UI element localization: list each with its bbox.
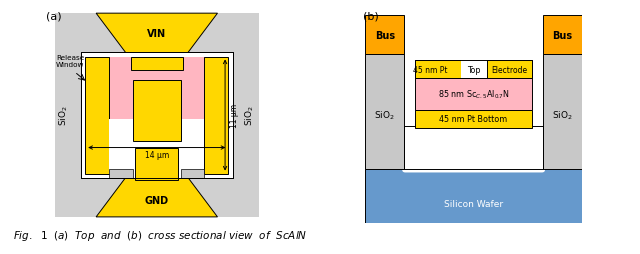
Text: 45 nm Pt: 45 nm Pt [413,65,447,74]
Text: SiO$_2$: SiO$_2$ [552,109,573,122]
Text: Bus: Bus [374,31,395,41]
FancyBboxPatch shape [461,60,486,79]
FancyBboxPatch shape [109,120,205,174]
Text: VIN: VIN [147,28,166,39]
FancyBboxPatch shape [404,126,543,170]
Text: SiO$_2$: SiO$_2$ [374,109,395,122]
Text: 11 μm: 11 μm [230,104,239,128]
Text: 45 nm Pt Bottom: 45 nm Pt Bottom [440,115,508,124]
Text: 14 μm: 14 μm [145,150,169,159]
FancyBboxPatch shape [486,60,532,79]
FancyBboxPatch shape [365,55,404,170]
Text: Bus: Bus [552,31,573,41]
FancyBboxPatch shape [415,110,532,129]
Text: SiO$_2$: SiO$_2$ [244,105,256,126]
FancyBboxPatch shape [55,14,259,217]
Text: Silicon Wafer: Silicon Wafer [444,200,503,209]
Text: (a): (a) [46,12,62,22]
Text: $\it{Fig.}$  $\it{1}$  $\it{(a)}$  $\it{Top}$  $\it{and}$  $\it{(b)}$  $\it{cros: $\it{Fig.}$ $\it{1}$ $\it{(a)}$ $\it{Top… [13,229,307,243]
FancyBboxPatch shape [402,125,545,173]
FancyBboxPatch shape [415,60,461,79]
FancyBboxPatch shape [81,53,233,178]
Text: Electrode: Electrode [492,65,527,74]
Polygon shape [96,174,218,217]
FancyBboxPatch shape [365,170,582,224]
FancyBboxPatch shape [180,170,205,178]
FancyBboxPatch shape [85,57,109,174]
FancyBboxPatch shape [365,16,404,55]
Text: GND: GND [145,195,169,205]
FancyBboxPatch shape [131,57,183,70]
Text: Top: Top [467,65,481,74]
FancyBboxPatch shape [415,79,532,110]
FancyBboxPatch shape [205,57,228,174]
Text: Release
Window: Release Window [56,55,84,68]
FancyBboxPatch shape [543,16,582,55]
Text: SiO$_2$: SiO$_2$ [58,105,70,126]
FancyBboxPatch shape [85,57,228,174]
FancyBboxPatch shape [109,170,133,178]
Text: (b): (b) [363,12,379,22]
FancyBboxPatch shape [135,148,179,180]
Text: 85 nm Sc$_{C.5}$Al$_{0.7}$N: 85 nm Sc$_{C.5}$Al$_{0.7}$N [438,88,509,101]
FancyBboxPatch shape [133,81,180,141]
Polygon shape [96,14,218,57]
FancyBboxPatch shape [543,55,582,170]
